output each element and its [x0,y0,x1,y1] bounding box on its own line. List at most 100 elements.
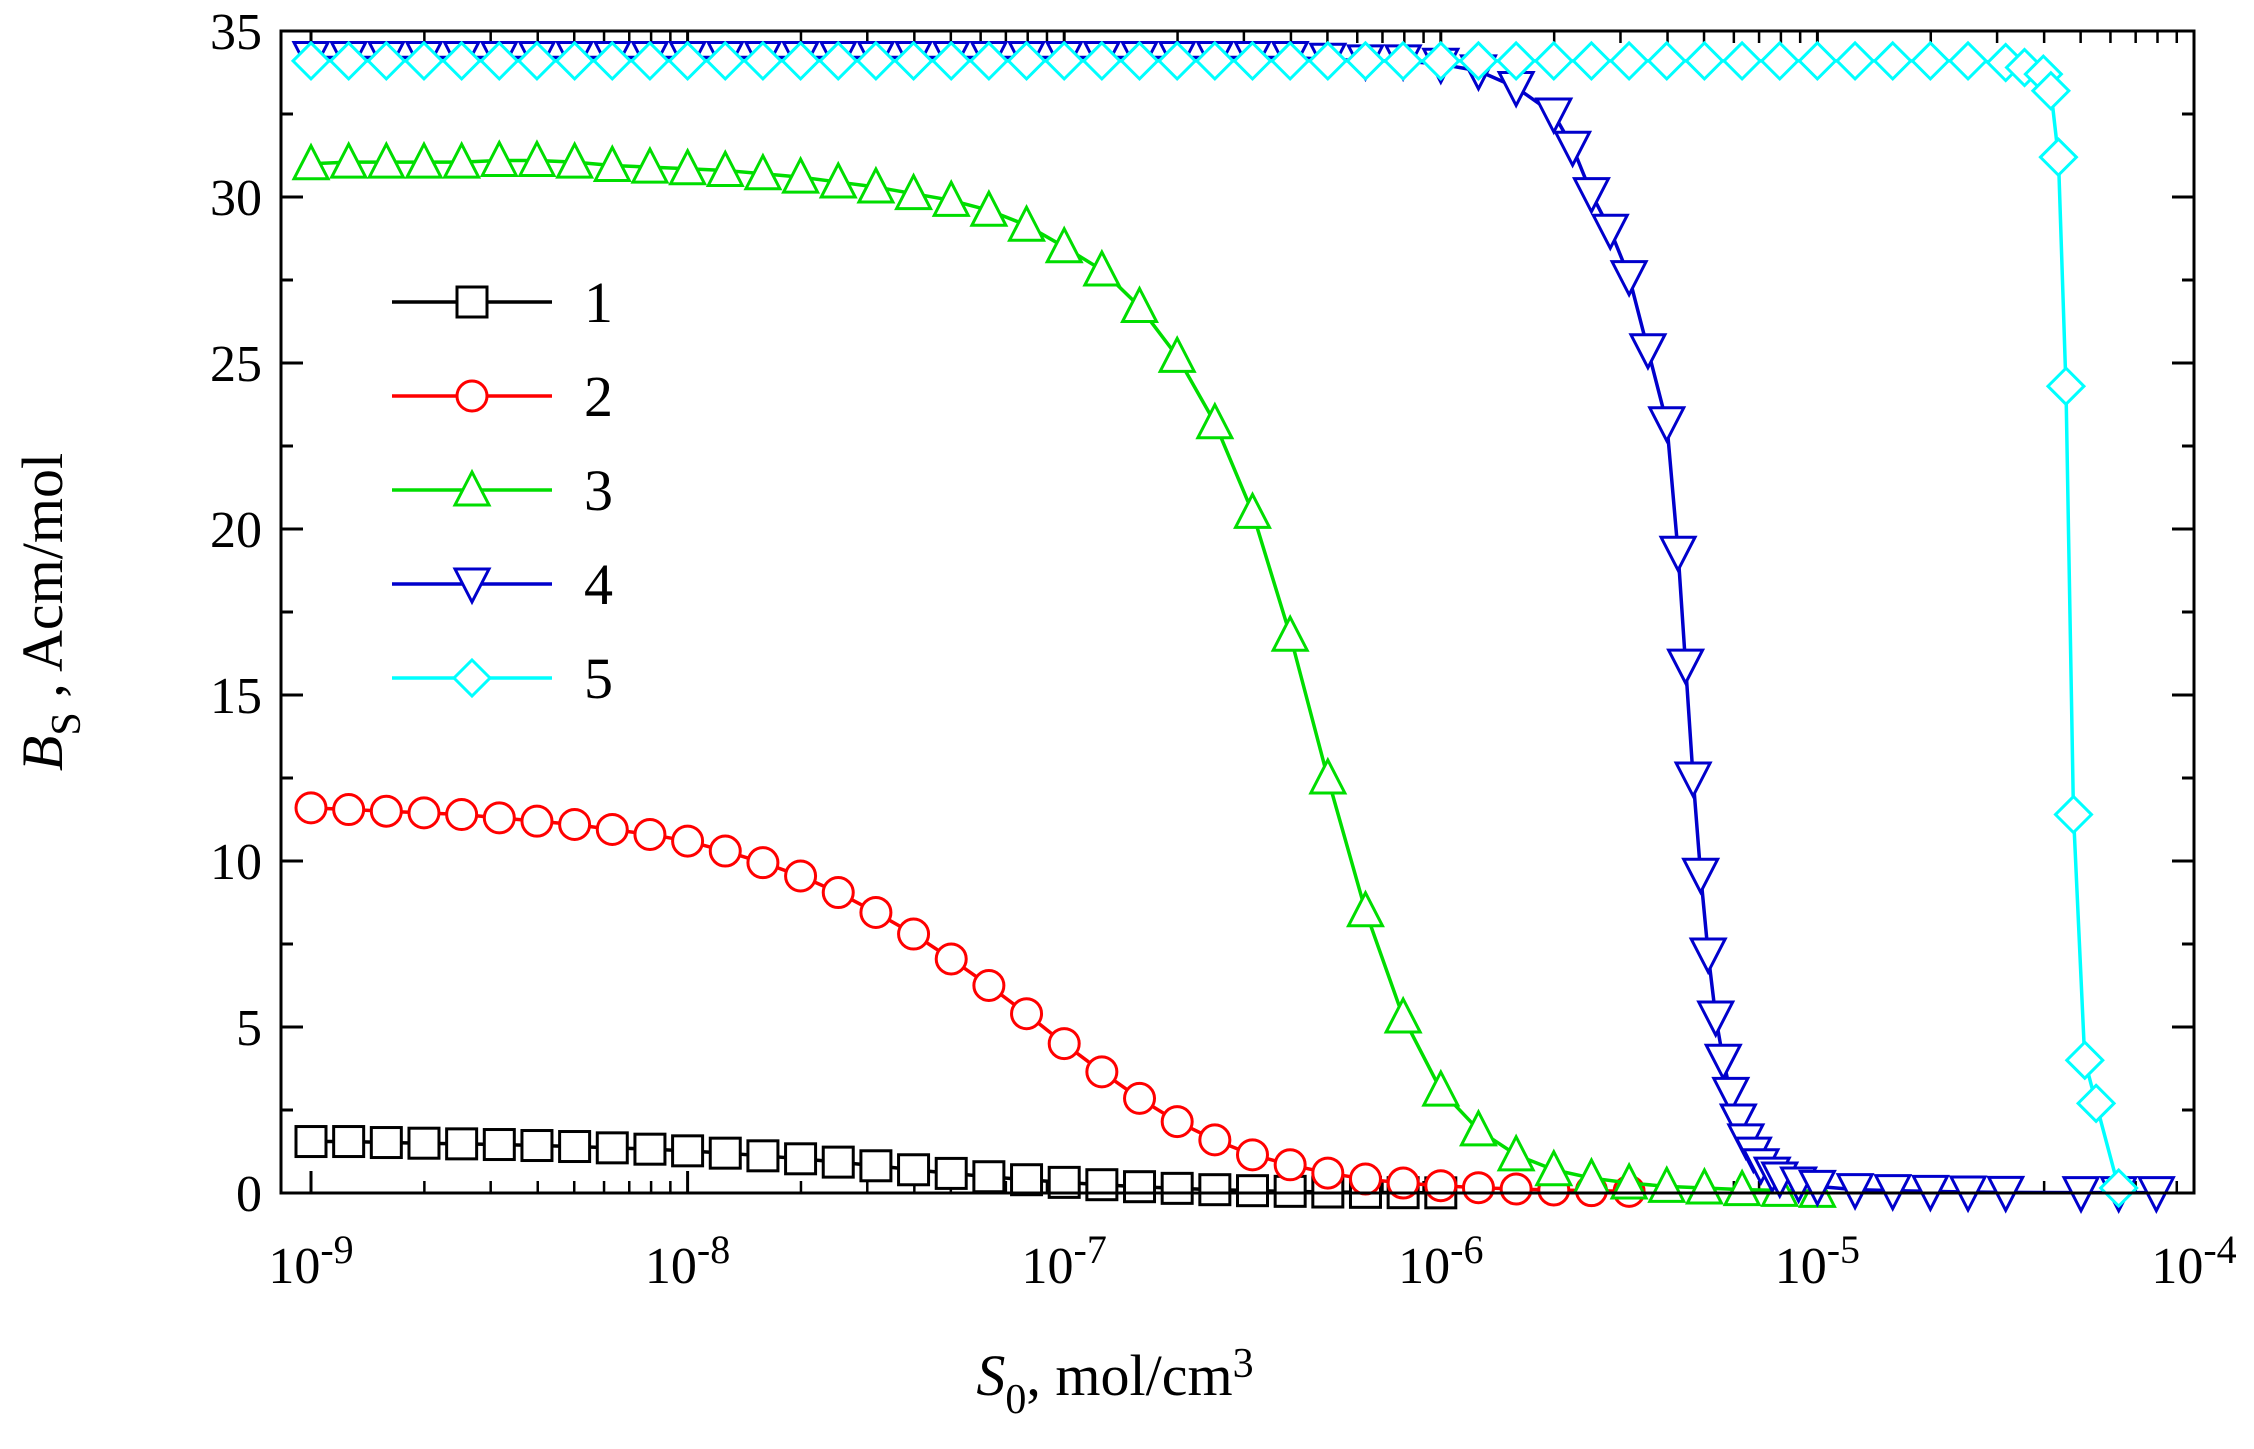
data-point [2075,1083,2117,1124]
data-point [1307,40,1348,82]
data-point [558,1130,592,1164]
y-tick-label: 20 [210,502,262,559]
data-point [1085,1055,1119,1089]
data-point [1270,40,1311,82]
data-point [855,40,897,82]
data-point [1420,40,1461,82]
data-point [1834,40,1876,82]
y-tick-label: 25 [210,336,262,393]
data-point [520,804,554,838]
data-point [931,40,972,82]
data-point [1571,40,1612,82]
data-point [1157,335,1197,373]
x-tick-label: 10-9 [268,1227,353,1295]
series-4 [291,41,2176,1214]
data-point [1759,40,1800,82]
data-point [931,179,971,217]
data-point [1666,648,1706,687]
data-point [1383,40,1424,82]
data-point [1119,40,1160,82]
data-point [592,40,633,82]
data-point [1681,857,1721,896]
data-point [1910,40,1951,82]
data-point [1198,1173,1232,1207]
data-point [705,40,746,82]
data-point [1085,1168,1119,1202]
data-point [1010,1163,1044,1197]
data-point [1684,40,1725,82]
data-point [1311,1156,1345,1190]
x-tick-label: 10-8 [645,1227,730,1295]
y-tick-label: 10 [210,834,262,891]
data-point [821,1145,855,1179]
data-point [1534,1148,1574,1187]
data-point [859,1149,893,1183]
data-point [1047,1027,1081,1061]
data-point [555,140,595,179]
data-point [1273,1148,1307,1182]
data-point [1703,1043,1743,1082]
data-point [482,801,516,835]
data-point [1673,761,1713,800]
legend-entry-5: 5 [392,646,613,711]
data-point [742,40,784,82]
data-point [369,794,403,828]
legend-entry-2: 2 [392,364,613,429]
y-tick-labels: 0 5 10 15 20 25 30 35 [210,4,262,1223]
series-2 [294,791,1646,1208]
data-point [897,1153,931,1187]
data-point [332,1125,366,1159]
data-point [1947,40,1989,82]
data-point [1233,491,1272,529]
data-point [1424,1169,1458,1203]
data-point [1571,177,1611,215]
y-tick-label: 0 [236,1166,262,1223]
data-point [708,834,742,868]
data-point [1044,40,1085,82]
data-point [1608,40,1650,82]
data-point [1609,1161,1649,1200]
data-point [2053,794,2094,835]
data-point [294,791,328,825]
data-point [479,40,520,82]
data-point [1123,1170,1157,1204]
legend-entry-3: 3 [392,458,613,523]
data-point [328,40,369,82]
data-point [1688,937,1728,976]
data-point [743,152,783,191]
data-point [290,40,332,82]
legend-marker [452,468,492,507]
data-point [1721,40,1763,82]
data-point [818,40,859,82]
data-point [1160,1105,1194,1139]
data-point [1711,1076,1751,1115]
data-point [1647,406,1687,445]
data-point [1236,1174,1269,1208]
data-point [2030,70,2072,111]
data-point [1198,1123,1232,1157]
data-point [1348,1162,1382,1196]
data-point [2038,137,2079,178]
data-point [2098,1167,2139,1209]
data-point [366,40,407,82]
data-point [1082,248,1122,287]
data-point [671,1134,705,1168]
data-point [407,796,441,830]
data-point [1123,1081,1157,1115]
data-point [629,40,671,82]
data-point [294,1125,328,1159]
data-point [595,812,629,846]
data-point [934,1156,968,1190]
data-point [554,40,595,82]
data-point [482,1128,516,1162]
data-point [780,40,821,82]
data-point [1646,40,1687,82]
data-point [1195,401,1235,440]
data-point [1006,40,1047,82]
data-point [1458,40,1499,82]
data-point [1273,1174,1307,1208]
legend-marker [451,657,493,699]
data-point [1386,1166,1420,1200]
data-point [859,895,893,929]
